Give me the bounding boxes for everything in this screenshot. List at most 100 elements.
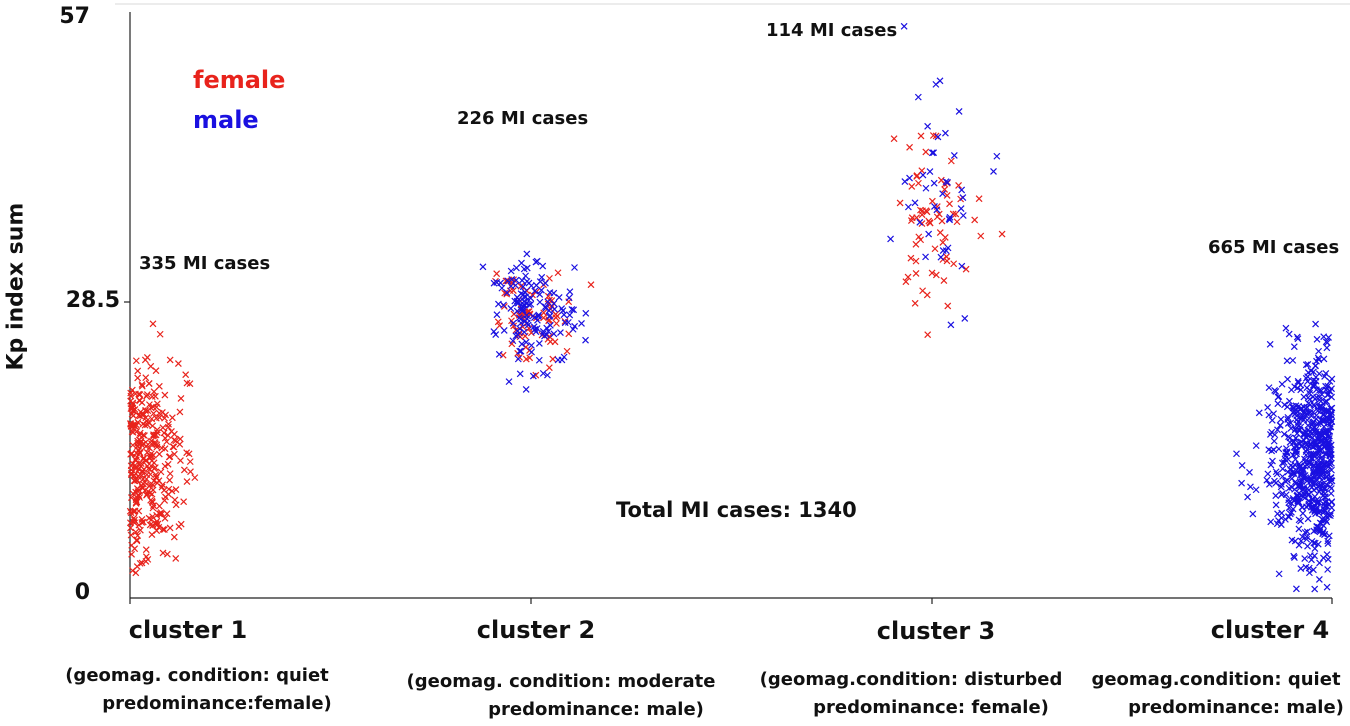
- scatter-point-male: [934, 133, 942, 141]
- scatter-point-male: [1326, 427, 1334, 435]
- scatter-point-male: [550, 330, 558, 338]
- scatter-point-female: [971, 216, 979, 224]
- scatter-point-male: [931, 202, 938, 210]
- scatter-point-male: [1291, 383, 1299, 391]
- scatter-point-female: [140, 410, 148, 418]
- scatter-point-male: [490, 328, 498, 336]
- scatter-point-male: [1315, 433, 1322, 441]
- scatter-point-female: [917, 206, 924, 214]
- scatter-point-male: [1305, 569, 1313, 577]
- scatter-point-male: [570, 306, 578, 314]
- scatter-point-male: [1303, 416, 1311, 424]
- scatter-point-male: [1312, 320, 1320, 328]
- scatter-point-male: [520, 328, 528, 336]
- scatter-point-female: [155, 382, 163, 390]
- y-tick-label-mid: 28.5: [65, 288, 120, 313]
- scatter-point-male: [528, 341, 535, 349]
- scatter-point-male: [541, 303, 549, 311]
- scatter-point-female: [175, 523, 183, 530]
- scatter-point-male: [1273, 470, 1281, 478]
- scatter-point-male: [1272, 492, 1280, 500]
- scatter-point-male: [1302, 563, 1310, 571]
- scatter-point-male: [532, 281, 540, 289]
- scatter-point-female: [149, 521, 157, 529]
- scatter-point-male: [557, 329, 564, 336]
- scatter-point-male: [523, 250, 531, 258]
- scatter-point-male: [1328, 477, 1336, 485]
- scatter-point-male: [1326, 456, 1334, 464]
- scatter-point-female: [127, 531, 135, 539]
- scatter-point-male: [1328, 393, 1336, 401]
- scatter-point-female: [138, 381, 146, 388]
- scatter-point-male: [554, 356, 562, 364]
- scatter-point-male: [1281, 515, 1289, 523]
- scatter-point-female: [129, 567, 137, 575]
- scatter-point-male: [1327, 405, 1335, 413]
- scatter-point-male: [568, 306, 576, 313]
- scatter-point-male: [1311, 585, 1319, 593]
- scatter-point-male: [1252, 486, 1260, 494]
- scatter-point-male: [571, 264, 578, 271]
- scatter-point-female: [939, 239, 947, 246]
- scatter-point-male: [1274, 426, 1281, 434]
- scatter-point-male: [1275, 445, 1283, 453]
- scatter-point-male: [930, 149, 938, 157]
- scatter-point-male: [1308, 506, 1316, 514]
- scatter-point-male: [1321, 484, 1329, 492]
- scatter-point-male: [578, 320, 585, 327]
- scatter-point-male: [490, 279, 498, 287]
- scatter-point-male: [922, 253, 929, 261]
- scatter-point-male: [507, 305, 515, 312]
- scatter-point-male: [926, 168, 934, 175]
- scatter-point-female: [127, 450, 135, 458]
- scatter-point-male: [1306, 552, 1314, 559]
- scatter-point-female: [135, 460, 143, 468]
- scatter-point-female: [935, 210, 943, 218]
- scatter-point-male: [1327, 485, 1335, 492]
- scatter-point-female: [549, 355, 557, 363]
- scatter-point-female: [157, 509, 165, 517]
- scatter-point-male: [1295, 516, 1303, 524]
- scatter-point-male: [955, 108, 963, 115]
- scatter-point-male: [1289, 470, 1297, 478]
- scatter-point-female: [953, 218, 961, 226]
- scatter-point-female: [132, 488, 140, 496]
- scatter-point-female: [138, 518, 146, 526]
- scatter-point-male: [1277, 521, 1285, 529]
- scatter-point-male: [1267, 518, 1275, 526]
- scatter-point-male: [512, 276, 520, 284]
- scatter-point-female: [172, 486, 180, 494]
- scatter-point-male: [542, 279, 549, 287]
- scatter-point-male: [1309, 468, 1317, 475]
- scatter-point-male: [1278, 380, 1286, 388]
- scatter-point-male: [906, 174, 913, 182]
- scatter-point-male: [1276, 421, 1284, 429]
- scatter-point-female: [153, 511, 161, 519]
- cluster-1-desc-line1: (geomag. condition: quiet: [65, 665, 329, 686]
- scatter-point-male: [1265, 384, 1273, 392]
- cluster-2-desc-line1: (geomag. condition: moderate: [406, 671, 716, 692]
- scatter-point-male: [1280, 459, 1288, 466]
- scatter-point-male: [528, 348, 535, 356]
- scatter-point-female: [544, 292, 552, 300]
- scatter-point-female: [169, 443, 177, 451]
- scatter-point-female: [127, 392, 135, 400]
- scatter-point-male: [1313, 335, 1321, 343]
- scatter-point-male: [560, 353, 568, 361]
- scatter-point-male: [523, 264, 531, 272]
- scatter-point-male: [916, 218, 924, 226]
- scatter-point-male: [1268, 447, 1276, 455]
- scatter-point-female: [587, 281, 595, 289]
- scatter-point-female: [159, 424, 167, 432]
- scatter-point-male: [1324, 566, 1332, 573]
- scatter-point-female: [138, 559, 146, 567]
- scatter-point-male: [1284, 468, 1292, 476]
- legend-female: female: [193, 66, 286, 94]
- scatter-point-male: [534, 313, 542, 320]
- scatter-point-male: [1293, 450, 1301, 458]
- cluster-4-description: geomag.condition: quiet predominance: ma…: [1085, 666, 1347, 722]
- scatter-point-male: [1313, 499, 1321, 507]
- scatter-point-male: [1328, 385, 1335, 393]
- scatter-point-male: [1316, 559, 1323, 567]
- scatter-point-male: [1321, 530, 1329, 538]
